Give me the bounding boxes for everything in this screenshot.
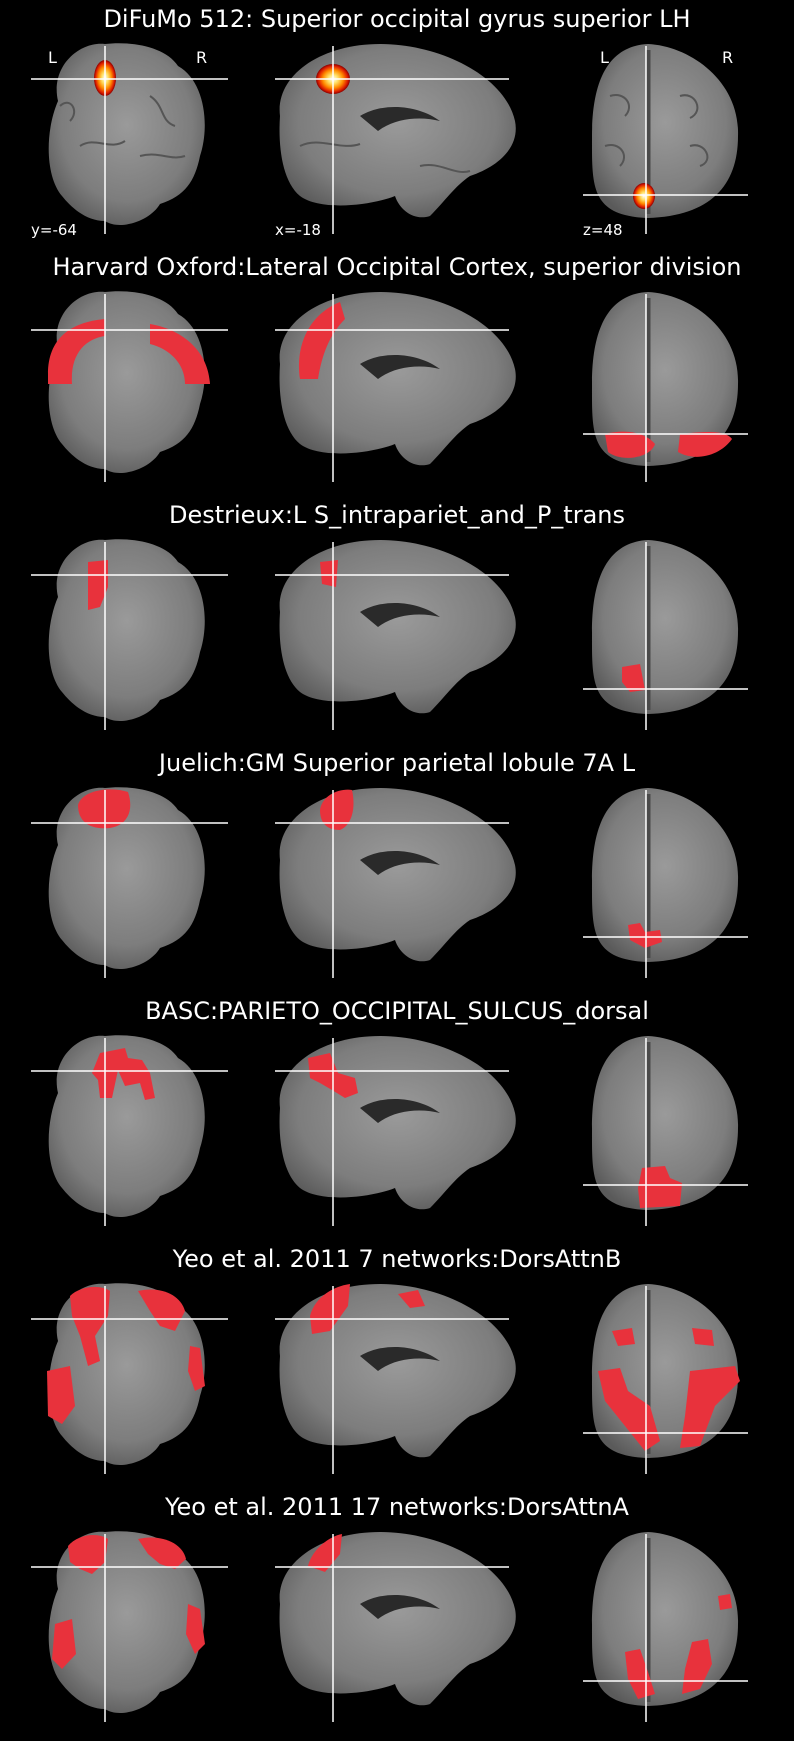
atlas-region [92,1048,155,1100]
panel-yeo-7: Yeo et al. 2011 7 networks:DorsAttnB [0,1240,794,1488]
atlas-region [398,1290,425,1308]
coronal-view: L R y=-64 [31,43,228,239]
atlas-region [310,1284,350,1334]
atlas-region [605,431,655,458]
atlas-region [188,1346,205,1391]
axial-view: L R z=48 [583,44,748,239]
atlas-region [598,1368,660,1451]
brain-views [31,1035,748,1226]
atlas-region [622,664,645,692]
sagittal-view [275,292,516,482]
atlas-region [88,560,108,610]
coronal-view [31,291,228,482]
atlas-region [52,1619,76,1669]
axial-view [583,540,748,730]
label-right: R [196,48,207,67]
label-left: L [48,48,57,67]
atlas-region [78,789,131,829]
atlas-region [628,923,662,948]
brain-views [31,1531,748,1722]
axial-view [583,1284,748,1474]
brain-views [31,787,748,978]
axial-view [583,788,748,978]
panel-harvard-oxford: Harvard Oxford:Lateral Occipital Cortex,… [0,248,794,496]
sagittal-view [275,1036,516,1226]
panel-juelich: Juelich:GM Superior parietal lobule 7A L [0,744,794,992]
atlas-region [320,560,338,587]
panel-destrieux: Destrieux:L S_intrapariet_and_P_trans [0,496,794,744]
brain-views: L R y=-64 x=-18 L R z=48 [31,43,748,239]
atlas-region [625,1649,655,1699]
panel-title: Yeo et al. 2011 7 networks:DorsAttnB [172,1245,622,1273]
cut-x-label: x=-18 [275,221,321,239]
atlas-region [138,1289,185,1331]
atlas-region [612,1328,635,1346]
panel-title: Yeo et al. 2011 17 networks:DorsAttnA [165,1493,629,1521]
axial-view [583,1036,748,1226]
panel-title: DiFuMo 512: Superior occipital gyrus sup… [103,5,691,33]
atlas-region [138,1537,186,1569]
axial-view [583,292,748,482]
panel-difumo: DiFuMo 512: Superior occipital gyrus sup… [0,0,794,248]
coronal-view [31,1283,228,1474]
sagittal-view [275,540,516,730]
panel-title: Juelich:GM Superior parietal lobule 7A L [158,749,636,777]
panel-title: Harvard Oxford:Lateral Occipital Cortex,… [52,253,742,281]
atlas-region [47,1366,75,1424]
panel-title: Destrieux:L S_intrapariet_and_P_trans [168,501,626,529]
coronal-view [31,1035,228,1226]
atlas-region [680,1366,740,1448]
coronal-view [31,1531,228,1722]
panel-title: BASC:PARIETO_OCCIPITAL_SULCUS_dorsal [145,997,649,1025]
label-left: L [600,48,609,67]
activation-blob [633,183,655,209]
atlas-region [48,319,105,384]
sagittal-view: x=-18 [275,44,516,239]
panel-yeo-17: Yeo et al. 2011 17 networks:DorsAttnA [0,1488,794,1736]
sagittal-view [275,788,516,978]
atlas-region [678,431,732,457]
label-right: R [722,48,733,67]
cut-z-label: z=48 [583,221,623,239]
brain-views [31,1283,748,1474]
atlas-region [186,1604,205,1654]
atlas-region [718,1594,732,1610]
brain-views [31,291,748,482]
atlas-region [70,1286,110,1366]
atlas-region [320,789,354,830]
brain-views [31,539,748,730]
atlas-region [150,324,210,384]
coronal-view [31,539,228,730]
atlas-region [68,1534,108,1574]
panel-basc: BASC:PARIETO_OCCIPITAL_SULCUS_dorsal [0,992,794,1240]
sagittal-view [275,1532,516,1722]
atlas-region [638,1166,682,1208]
coronal-view [31,787,228,978]
sagittal-view [275,1284,516,1474]
cut-y-label: y=-64 [31,221,77,239]
atlas-region [692,1328,714,1346]
axial-view [583,1532,748,1722]
